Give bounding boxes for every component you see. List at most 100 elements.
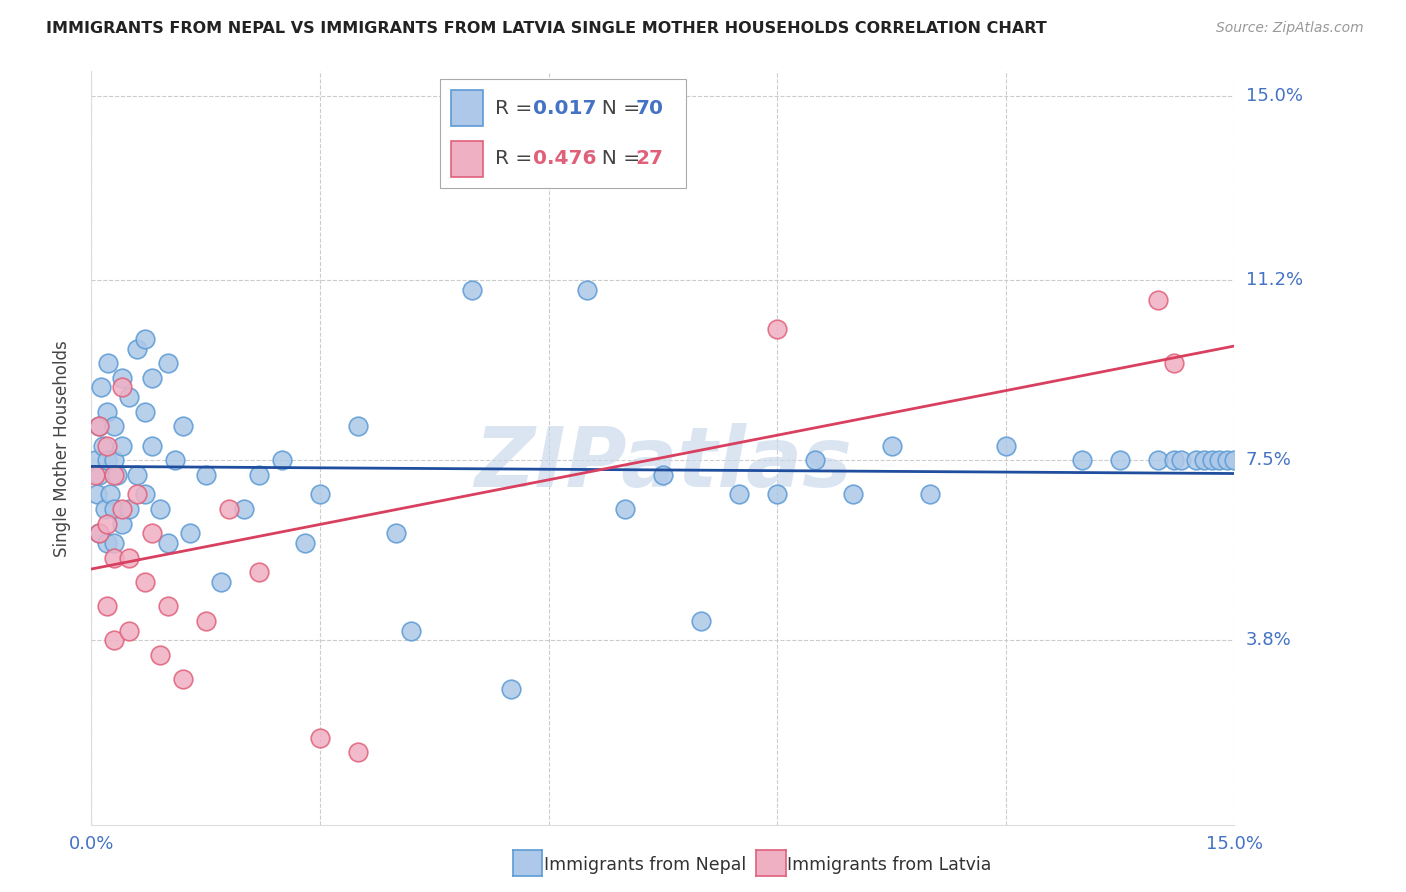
Point: [1147, 293, 1170, 307]
Point: [111, 370, 134, 384]
Text: R =: R =: [495, 99, 538, 118]
Point: [127, 342, 149, 356]
Point: [804, 453, 827, 467]
Point: [401, 624, 423, 638]
Point: [347, 419, 370, 434]
Point: [87, 467, 110, 482]
Point: [141, 370, 163, 384]
Point: [84, 467, 107, 482]
Text: R =: R =: [495, 149, 538, 169]
Point: [309, 487, 332, 501]
Point: [156, 599, 179, 614]
Point: [149, 502, 172, 516]
Text: 7.5%: 7.5%: [1246, 451, 1292, 469]
Point: [118, 390, 141, 404]
Point: [1192, 453, 1215, 467]
Point: [118, 624, 141, 638]
Text: 0.017: 0.017: [533, 99, 596, 118]
Point: [994, 439, 1017, 453]
Point: [766, 322, 789, 336]
Point: [575, 283, 598, 297]
Point: [141, 439, 163, 453]
Point: [842, 487, 865, 501]
Point: [728, 487, 751, 501]
Point: [1208, 453, 1230, 467]
Point: [105, 467, 128, 482]
Point: [385, 526, 408, 541]
Point: [103, 419, 125, 434]
Point: [880, 439, 903, 453]
Point: [156, 536, 179, 550]
Point: [347, 745, 370, 759]
Point: [87, 419, 110, 434]
Point: [111, 516, 134, 531]
Point: [111, 502, 134, 516]
Bar: [451, 141, 484, 177]
Point: [86, 487, 108, 501]
Point: [111, 380, 134, 394]
Point: [1147, 453, 1170, 467]
Point: [103, 502, 125, 516]
Point: [134, 574, 156, 589]
Point: [1170, 453, 1192, 467]
Point: [94, 502, 117, 516]
Point: [134, 405, 156, 419]
Point: [87, 419, 110, 434]
Point: [111, 439, 134, 453]
Point: [294, 536, 316, 550]
Text: 0.476: 0.476: [533, 149, 596, 169]
Text: 27: 27: [636, 149, 664, 169]
Point: [172, 672, 194, 686]
Point: [127, 467, 149, 482]
Text: 3.8%: 3.8%: [1246, 632, 1291, 649]
Text: ZIPatlas: ZIPatlas: [474, 423, 852, 504]
Text: N =: N =: [589, 149, 647, 169]
Point: [103, 536, 125, 550]
Point: [172, 419, 194, 434]
Point: [165, 453, 187, 467]
Point: [103, 453, 125, 467]
Point: [141, 526, 163, 541]
Y-axis label: Single Mother Households: Single Mother Households: [52, 340, 70, 557]
Text: Source: ZipAtlas.com: Source: ZipAtlas.com: [1216, 21, 1364, 36]
Point: [96, 536, 118, 550]
Point: [118, 502, 141, 516]
Point: [613, 502, 636, 516]
Point: [90, 380, 112, 394]
Point: [91, 439, 114, 453]
Point: [87, 526, 110, 541]
Point: [309, 731, 332, 745]
Point: [96, 453, 118, 467]
Point: [1109, 453, 1132, 467]
Text: 11.2%: 11.2%: [1246, 271, 1303, 290]
Point: [461, 283, 484, 297]
Point: [194, 614, 217, 628]
Point: [127, 487, 149, 501]
Point: [1216, 453, 1239, 467]
Point: [1163, 356, 1185, 370]
Point: [247, 467, 270, 482]
Point: [96, 599, 118, 614]
Point: [100, 487, 122, 501]
Point: [103, 550, 125, 565]
Point: [179, 526, 201, 541]
Point: [97, 356, 120, 370]
Text: 70: 70: [636, 99, 664, 118]
Text: N =: N =: [589, 99, 647, 118]
Point: [134, 487, 156, 501]
Point: [87, 526, 110, 541]
Point: [103, 633, 125, 648]
Point: [118, 550, 141, 565]
Point: [209, 574, 232, 589]
Point: [1201, 453, 1223, 467]
Point: [103, 467, 125, 482]
Point: [1185, 453, 1208, 467]
Text: Immigrants from Nepal: Immigrants from Nepal: [544, 856, 747, 874]
Point: [96, 516, 118, 531]
Point: [690, 614, 713, 628]
Point: [194, 467, 217, 482]
Point: [1163, 453, 1185, 467]
Point: [218, 502, 240, 516]
Point: [1071, 453, 1094, 467]
Point: [96, 439, 118, 453]
